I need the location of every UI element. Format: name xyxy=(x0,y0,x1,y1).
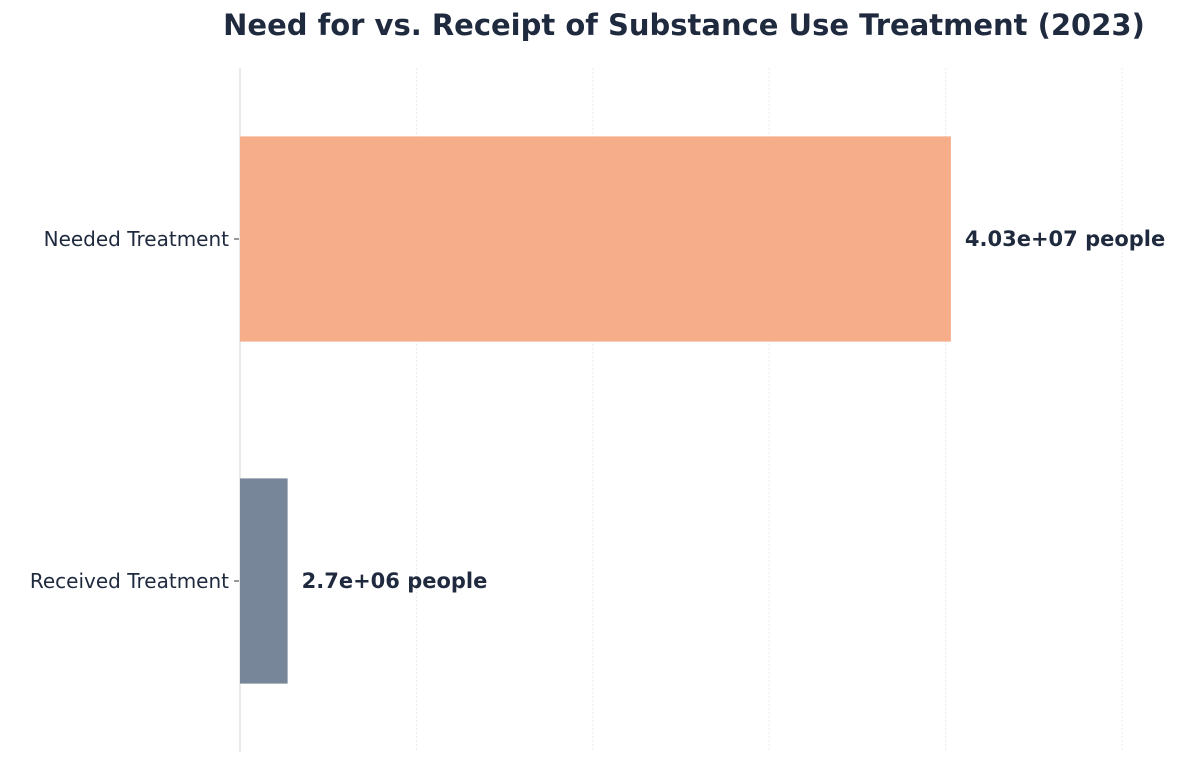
bar-received-treatment xyxy=(240,478,288,684)
y-tick-label: Needed Treatment xyxy=(44,227,230,251)
data-label: 4.03e+07 people xyxy=(965,227,1165,251)
chart-title: Need for vs. Receipt of Substance Use Tr… xyxy=(223,8,1145,42)
y-tick-label: Received Treatment xyxy=(30,569,229,593)
data-label: 2.7e+06 people xyxy=(302,569,488,593)
labels: Needed Treatment 4.03e+07 people Received … xyxy=(30,227,1165,593)
bar-needed-treatment xyxy=(240,136,951,342)
bars xyxy=(240,136,951,684)
